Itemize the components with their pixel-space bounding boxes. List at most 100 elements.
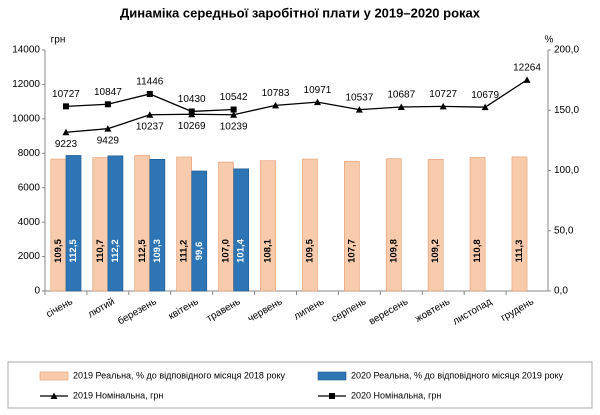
value-label: 112,5 xyxy=(137,239,148,263)
y2-tick-label: 150,0 xyxy=(554,105,579,116)
bar xyxy=(343,160,360,292)
y2-tick-label: 50,0 xyxy=(554,225,574,236)
x-tick-label: жовтень xyxy=(414,296,453,325)
line xyxy=(65,79,528,133)
legend-box xyxy=(7,361,593,409)
value-label: 10679 xyxy=(471,90,499,101)
y2-tick-label: 0,0 xyxy=(554,286,568,297)
value-label: 112,5 xyxy=(68,239,79,263)
y-tick-label: 0 xyxy=(34,286,40,297)
value-label: 109,8 xyxy=(388,239,399,263)
value-label: 109,3 xyxy=(152,239,163,263)
x-tick-label: червень xyxy=(246,296,284,324)
x-tick-label: листопад xyxy=(451,296,494,327)
bar xyxy=(302,158,318,292)
y-tick-label: 8000 xyxy=(18,148,41,159)
bar xyxy=(218,161,234,292)
value-label: 10239 xyxy=(220,121,248,132)
y-axis-label: грн xyxy=(51,35,66,46)
legend-label: 2019 Номінальна, грн xyxy=(73,390,163,400)
marker xyxy=(272,101,280,109)
bar xyxy=(511,156,528,292)
marker xyxy=(188,108,195,115)
value-label: 10430 xyxy=(178,94,206,105)
bar xyxy=(50,158,67,292)
marker xyxy=(50,392,58,399)
value-label: 10542 xyxy=(220,92,248,103)
y-tick-label: 12000 xyxy=(12,79,40,90)
value-label: 111,2 xyxy=(179,240,190,263)
value-label: 109,5 xyxy=(53,238,64,262)
bar xyxy=(191,170,208,292)
y2-axis-label: % xyxy=(545,35,554,46)
value-label: 10783 xyxy=(262,88,290,99)
y-tick-label: 6000 xyxy=(18,182,41,193)
bar xyxy=(107,155,124,292)
y2-tick-label: 200,0 xyxy=(554,45,579,56)
legend-swatch xyxy=(39,371,69,381)
value-label: 10537 xyxy=(345,92,373,103)
value-label: 10847 xyxy=(94,87,122,98)
value-label: 10269 xyxy=(178,121,206,132)
value-label: 109,5 xyxy=(304,238,315,262)
bar xyxy=(149,158,166,292)
bar xyxy=(385,158,402,292)
value-label: 110,8 xyxy=(472,239,483,262)
marker xyxy=(62,128,70,136)
marker xyxy=(329,393,335,399)
marker xyxy=(104,125,112,132)
x-tick-label: січень xyxy=(44,296,74,320)
bar xyxy=(92,157,109,292)
value-label: 101,4 xyxy=(236,238,247,262)
value-label: 10727 xyxy=(429,89,457,100)
legend-label: 2020 Номінальна, грн xyxy=(351,390,441,400)
y2-tick-label: 100,0 xyxy=(554,165,579,176)
y-tick-label: 10000 xyxy=(12,113,40,124)
bar xyxy=(469,157,486,292)
marker xyxy=(313,98,321,106)
x-tick-label: березень xyxy=(115,295,158,327)
bar xyxy=(65,155,82,292)
marker xyxy=(397,103,405,111)
x-tick-label: серпень xyxy=(330,296,368,324)
marker xyxy=(355,106,363,113)
value-label: 111,3 xyxy=(514,240,525,263)
marker xyxy=(62,103,69,110)
marker xyxy=(104,101,111,108)
marker xyxy=(146,111,154,118)
bar xyxy=(134,155,151,292)
bar xyxy=(176,156,193,292)
marker xyxy=(439,102,447,110)
marker xyxy=(523,76,531,83)
legend-label: 2020 Реальна, % до відповідного місяця 2… xyxy=(351,370,563,380)
marker xyxy=(146,90,153,97)
value-label: 10687 xyxy=(387,90,415,101)
value-label: 9429 xyxy=(97,135,120,146)
value-label: 11446 xyxy=(136,77,164,88)
legend-swatch xyxy=(317,371,347,381)
value-label: 109,2 xyxy=(430,239,441,263)
chart-title: Динаміка середньої заробітної плати у 20… xyxy=(120,5,481,20)
y-tick-label: 4000 xyxy=(18,217,41,228)
marker xyxy=(230,106,237,113)
value-label: 10971 xyxy=(304,85,332,96)
value-label: 112,2 xyxy=(110,239,121,262)
bar xyxy=(233,168,250,292)
value-label: 107,0 xyxy=(221,239,232,263)
bar xyxy=(427,159,444,292)
value-label: 108,1 xyxy=(263,238,274,262)
bar xyxy=(260,160,276,292)
x-tick-label: вересень xyxy=(367,296,410,327)
value-label: 9223 xyxy=(55,139,78,150)
marker xyxy=(481,103,489,111)
value-label: 99,6 xyxy=(194,242,205,261)
y-tick-label: 14000 xyxy=(12,45,40,56)
value-label: 107,7 xyxy=(346,239,357,263)
value-label: 10237 xyxy=(136,121,164,132)
value-label: 10727 xyxy=(52,89,80,100)
x-tick-label: липень xyxy=(292,296,326,322)
x-tick-label: квітень xyxy=(167,296,201,322)
value-label: 12264 xyxy=(513,63,541,74)
